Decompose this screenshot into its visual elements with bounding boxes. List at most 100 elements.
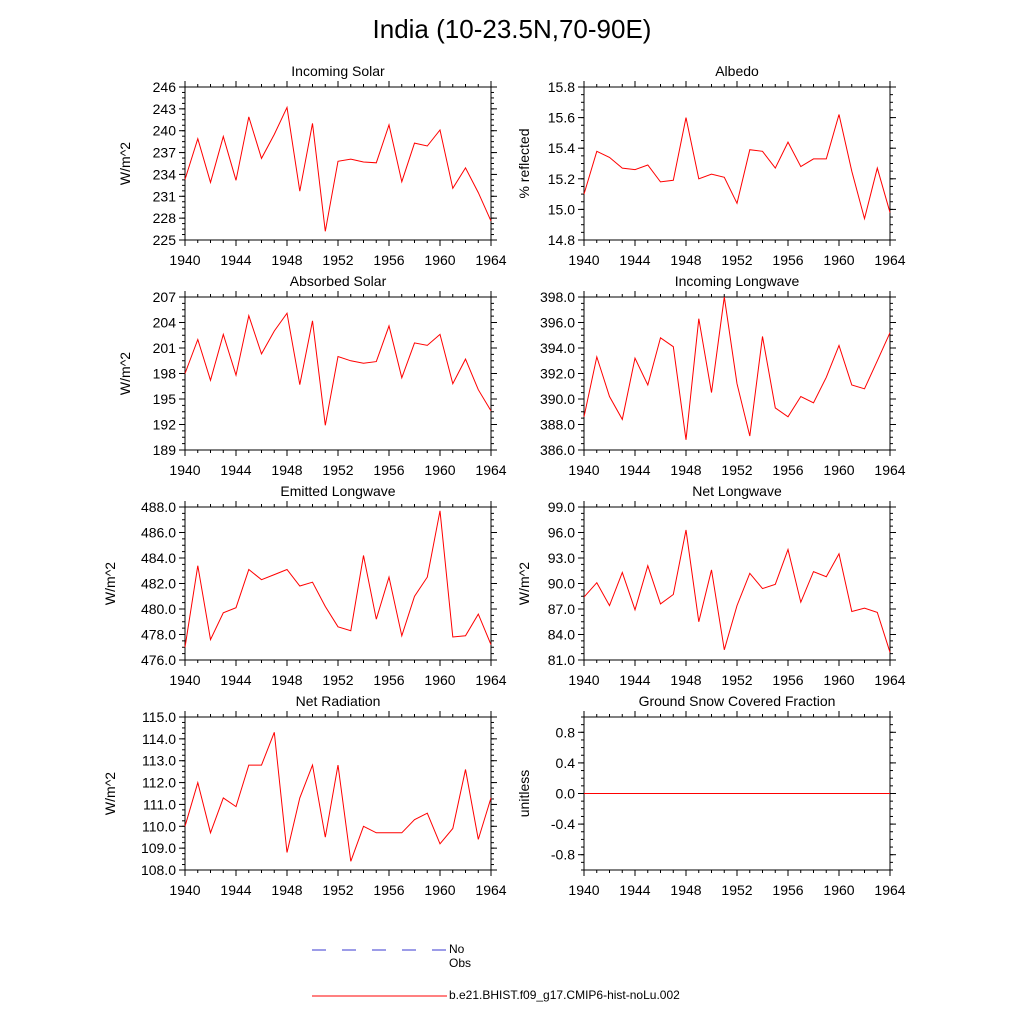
x-tick-label: 1964	[475, 882, 506, 898]
plot-frame	[583, 296, 891, 451]
y-tick-label: 93.0	[548, 550, 575, 566]
y-axis-label: W/m^2	[102, 772, 118, 815]
x-tick-label: 1964	[874, 882, 905, 898]
y-axis-label: W/m^2	[117, 352, 133, 395]
x-tick-label: 1960	[823, 252, 854, 268]
y-tick-label: 396.0	[540, 315, 575, 331]
x-tick-label: 1956	[373, 882, 404, 898]
series-line	[184, 311, 492, 426]
x-tick-label: 1948	[271, 672, 302, 688]
panel-title: Absorbed Solar	[290, 273, 387, 289]
y-tick-label: 486.0	[141, 525, 176, 541]
x-tick-label: 1948	[670, 882, 701, 898]
y-tick-label: 484.0	[141, 550, 176, 566]
x-tick-label: 1960	[823, 672, 854, 688]
chart-panel-6: Net Radiation 108.0 109.0 110.0 111.0 112.0 11…	[102, 693, 507, 898]
y-tick-label: 84.0	[548, 627, 575, 643]
x-tick-label: 1960	[823, 462, 854, 478]
y-tick-label: 87.0	[548, 601, 575, 617]
x-tick-label: 1948	[670, 462, 701, 478]
x-tick-label: 1940	[568, 462, 599, 478]
y-tick-label: -0.8	[551, 847, 575, 863]
legend-label: No Obs	[449, 942, 472, 970]
y-axis-label: % reflected	[516, 128, 532, 198]
legend-label: b.e21.BHIST.f09_g17.CMIP6-hist-noLu.002	[449, 988, 680, 1002]
y-tick-label: 198	[153, 366, 177, 382]
panel-title: Ground Snow Covered Fraction	[639, 693, 836, 709]
x-tick-label: 1952	[322, 462, 353, 478]
x-tick-label: 1960	[424, 462, 455, 478]
legend-item-no-obs: No Obs	[312, 942, 471, 970]
x-tick-label: 1960	[424, 672, 455, 688]
y-tick-label: 15.4	[548, 140, 575, 156]
x-tick-label: 1944	[619, 462, 650, 478]
x-tick-label: 1944	[220, 672, 251, 688]
y-tick-label: 99.0	[548, 499, 575, 515]
panel-title: Albedo	[715, 63, 759, 79]
series-line	[184, 105, 492, 232]
y-axis-label: unitless	[516, 770, 532, 817]
chart-panel-4: Emitted Longwave 476.0 478.0 480.0 482.0 484.…	[102, 483, 507, 688]
y-tick-label: 234	[153, 166, 177, 182]
x-tick-label: 1952	[322, 672, 353, 688]
series-line	[583, 296, 891, 440]
x-tick-label: 1952	[721, 672, 752, 688]
y-tick-label: 398.0	[540, 289, 575, 305]
y-tick-label: 480.0	[141, 601, 176, 617]
y-tick-label: 476.0	[141, 652, 176, 668]
y-tick-label: 15.6	[548, 110, 575, 126]
y-tick-label: 0.0	[556, 786, 576, 802]
y-tick-label: 386.0	[540, 442, 575, 458]
x-tick-label: 1940	[568, 252, 599, 268]
y-tick-label: 192	[153, 417, 177, 433]
x-tick-label: 1948	[670, 252, 701, 268]
x-tick-label: 1952	[721, 252, 752, 268]
x-tick-label: 1956	[373, 672, 404, 688]
chart-panel-2: Absorbed Solar 189 192 195 198 201 204 207 1940 1…	[117, 273, 507, 478]
y-tick-label: 15.0	[548, 201, 575, 217]
plot-frame	[583, 86, 891, 241]
plot-frame	[184, 296, 492, 451]
chart-panel-0: Incoming Solar 225 228 231 234 237 240 243 246 19…	[117, 63, 507, 268]
y-axis-label: W/m^2	[117, 142, 133, 185]
x-tick-label: 1948	[271, 882, 302, 898]
chart-panel-5: Net Longwave 81.0 84.0 87.0 90.0 93.0 96.0 99.0…	[516, 483, 906, 688]
y-tick-label: 228	[153, 210, 177, 226]
y-tick-label: 108.0	[141, 862, 176, 878]
x-tick-label: 1940	[568, 672, 599, 688]
series-line	[184, 510, 492, 648]
y-tick-label: 0.4	[556, 755, 576, 771]
x-tick-label: 1952	[322, 882, 353, 898]
legend-item-model: b.e21.BHIST.f09_g17.CMIP6-hist-noLu.002	[312, 988, 680, 1005]
chart-panel-7: Ground Snow Covered Fraction -0.8 -0.4 0.0 0…	[516, 693, 906, 898]
y-tick-label: 90.0	[548, 576, 575, 592]
x-tick-label: 1940	[169, 672, 200, 688]
x-tick-label: 1944	[619, 252, 650, 268]
x-tick-label: 1944	[619, 882, 650, 898]
x-tick-label: 1956	[772, 882, 803, 898]
x-tick-label: 1964	[874, 252, 905, 268]
y-tick-label: 96.0	[548, 525, 575, 541]
x-tick-label: 1964	[874, 462, 905, 478]
y-tick-label: -0.4	[551, 816, 575, 832]
y-tick-label: 14.8	[548, 232, 575, 248]
x-tick-label: 1952	[721, 462, 752, 478]
y-axis-label: W/m^2	[516, 562, 532, 605]
y-tick-label: 189	[153, 442, 177, 458]
y-tick-label: 237	[153, 145, 177, 161]
x-tick-label: 1964	[475, 252, 506, 268]
y-tick-label: 392.0	[540, 366, 575, 382]
x-tick-label: 1956	[373, 252, 404, 268]
y-tick-label: 488.0	[141, 499, 176, 515]
x-tick-label: 1948	[271, 252, 302, 268]
legend-dashed-line-icon	[312, 949, 447, 951]
y-tick-label: 114.0	[142, 731, 176, 747]
chart-panel-1: Albedo 14.8 15.0 15.2 15.4 15.6 15.8 1940 1944 19…	[516, 63, 906, 268]
series-line	[583, 114, 891, 221]
panel-title: Net Radiation	[296, 693, 381, 709]
y-tick-label: 482.0	[141, 576, 176, 592]
y-tick-label: 243	[153, 101, 177, 117]
x-tick-label: 1960	[823, 882, 854, 898]
y-tick-label: 81.0	[548, 652, 575, 668]
